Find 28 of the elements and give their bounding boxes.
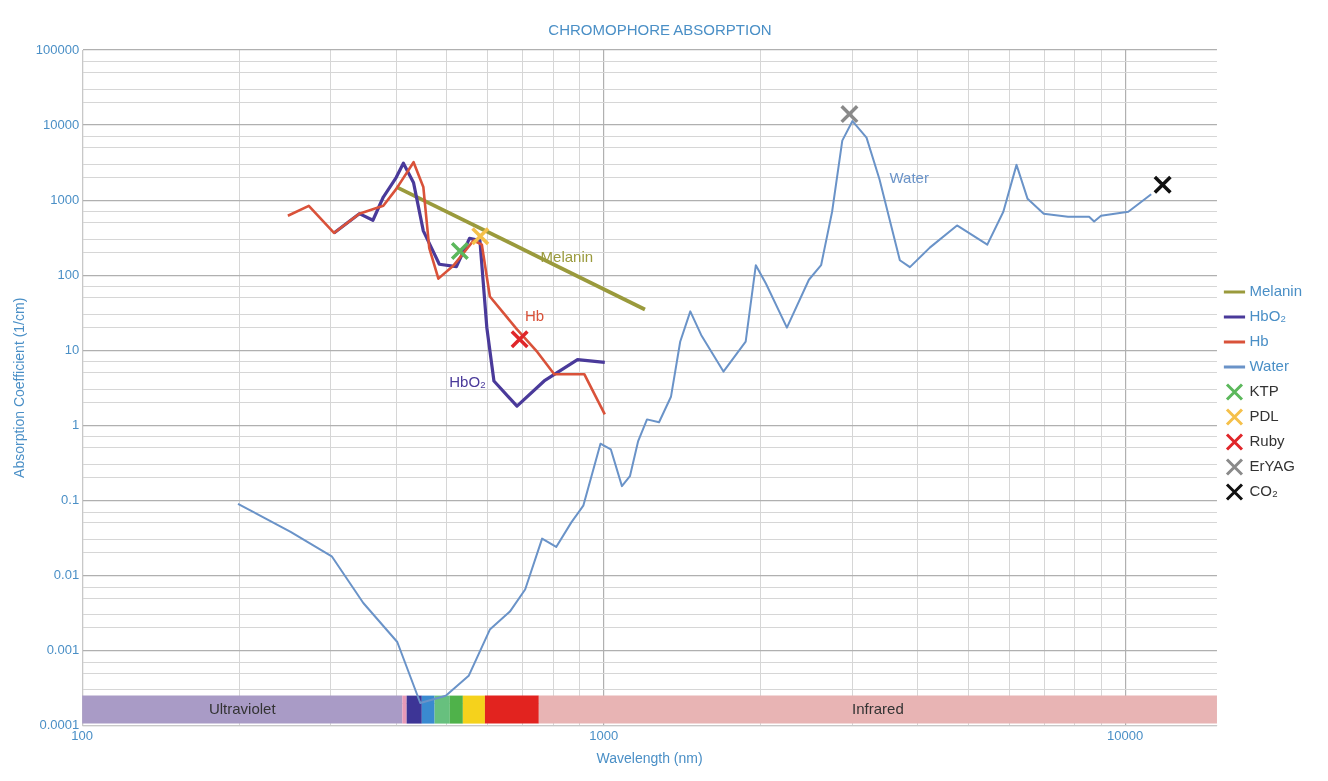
x-axis-title: Wavelength (nm) [596, 750, 703, 767]
band-label: Infrared [852, 699, 904, 717]
chart-title: CHROMOPHORE ABSORPTION [548, 21, 772, 39]
y-tick-label: 100000 [35, 41, 80, 57]
annotation: Hb [524, 307, 545, 325]
band-label: Ultraviolet [208, 699, 277, 717]
legend-label: Hb [1249, 332, 1269, 350]
y-tick-label: 0.01 [53, 567, 80, 583]
legend-label: Ruby [1249, 432, 1285, 450]
y-tick-label: 100 [57, 266, 80, 282]
legend-label: Melanin [1249, 282, 1302, 300]
x-tick-label: 1000 [589, 727, 619, 743]
legend-label: HbO₂ [1249, 307, 1287, 325]
y-tick-label: 10000 [43, 116, 80, 132]
legend-label: Water [1249, 357, 1289, 375]
x-tick-label: 10000 [1107, 727, 1144, 743]
legend-label: KTP [1249, 382, 1279, 400]
y-tick-label: 0.1 [61, 491, 80, 507]
y-tick-label: 1000 [50, 191, 80, 207]
legend-label: CO₂ [1249, 482, 1278, 500]
y-tick-label: 1 [71, 416, 80, 432]
y-axis-title: Absorption Coefficient (1/cm) [11, 297, 28, 478]
legend-label: ErYAG [1249, 457, 1296, 475]
annotation: HbO₂ [449, 373, 487, 391]
y-tick-label: 10 [64, 341, 80, 357]
annotation: Water [889, 169, 929, 187]
y-tick-label: 0.001 [46, 642, 80, 658]
legend-label: PDL [1249, 407, 1279, 425]
